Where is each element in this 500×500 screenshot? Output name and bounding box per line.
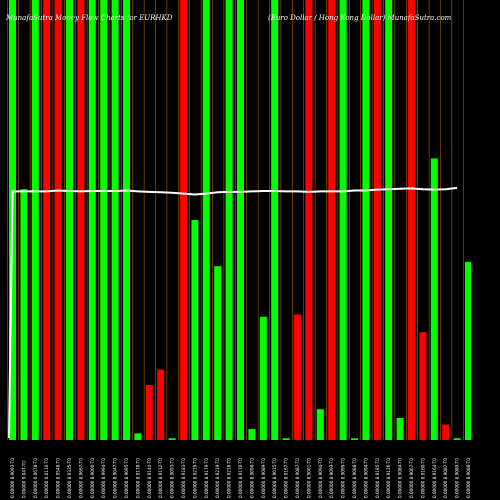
x-tick-label: 0.00000 8.9099-TO [341,457,346,498]
bar [237,0,244,440]
x-tick-label: 0.00000 8.9084-TO [398,457,403,498]
bar [31,0,39,440]
bar [248,429,256,440]
moving-average-line [8,186,458,439]
bar [351,438,358,440]
x-tick-label: 0.00000 8.9126-TO [386,457,391,498]
x-tick-label: 0.00000 8.9098-TO [249,457,254,498]
bar [294,314,301,440]
bar [225,0,233,440]
bar [54,0,62,440]
x-tick-label: 0.00000 8.9335-TO [67,457,72,498]
x-tick-label: 0.00000 8.9178-TO [135,457,140,498]
bar [88,0,96,440]
bar [214,266,222,440]
x-tick-label: 0.00000 8.9667-TO [78,457,83,498]
x-tick-label: 0.00000 8.9144-TO [147,457,152,498]
bar [134,433,142,440]
x-tick-label: 0.00000 8.9994-TO [101,457,106,498]
bar [157,369,165,440]
x-tick-label: 0.00000 0.0678-TO [33,457,38,498]
bar [465,261,471,440]
bar [453,438,461,440]
x-tick-label: 0.00000 8.9015-TO [272,457,277,498]
x-tick-label: 0.00000 8.9218-TO [227,457,232,498]
bar [430,158,438,440]
x-tick-label: 0.00000 8.9164-TO [432,457,437,498]
bar [339,0,347,440]
bar [419,332,427,440]
x-tick-label: 0.00000 8.9179-TO [204,457,209,498]
x-tick-label: 0.00000 8.9088-TO [352,457,357,498]
bar [202,0,210,440]
x-tick-label: 0.00000 8.9548-TO [56,457,61,498]
x-tick-label: 0.00000 0.0110-TO [44,457,49,498]
x-tick-label: 0.00000 8.9167-TO [284,457,289,498]
x-tick-label: 0.00000 8.9089-TO [261,457,266,498]
chart-title: MunafaSutra Money Flow Charts for EURHKD… [5,14,452,22]
bar [316,409,324,440]
gridlines [7,0,464,440]
bar [282,438,290,440]
x-tick-label: 0.00000 8.9112-TO [158,457,163,498]
bar [77,0,85,440]
bar [191,220,199,440]
x-tick-label: 0.00000 8.9170-TO [238,457,243,498]
x-tick-label: 0.00000 8.9000-TO [90,457,95,498]
x-tick-label: 0.00000 8.9094-TO [363,457,368,498]
bar [442,424,450,440]
bar [145,385,153,440]
x-tick-label: 0.00000 8.9093-TO [170,457,175,498]
bar [168,438,176,440]
moving-average [8,186,458,439]
bar [100,0,108,440]
x-tick-label: 0.00000 8.9160-TO [420,457,425,498]
x-tick-label: 0.00000 8.9095-TO [124,457,129,498]
bar [20,189,28,440]
x-tick-labels: 0.00000 8.9093-TO 0.00000 9.047-TO 0.00000… [10,457,471,498]
bar [111,0,119,440]
bar [180,0,187,440]
chart-title-left: MunafaSutra Money Flow Charts for EURHKD [5,14,173,22]
chart-title-right: (Euro Dollar / Hong Kong Dollar) MunafaS… [268,14,452,22]
x-tick-label: 0.00000 8.9183-TO [181,457,186,498]
x-tick-label: 0.00000 8.9088-TO [466,457,471,498]
bar [259,316,267,440]
x-tick-label: 0.00000 8.9089-TO [455,457,460,498]
x-tick-label: 0.00000 8.9047-TO [113,457,118,498]
x-tick-label: 0.00000 9.047-TO [21,460,26,498]
x-tick-label: 0.00000 8.9219-TO [192,457,197,498]
bar [43,0,51,440]
x-tick-label: 0.00000 8.9093-TO [10,457,15,498]
x-tick-label: 0.00000 8.9087-TO [443,457,448,498]
x-tick-label: 0.00000 8.9094-TO [318,457,323,498]
x-tick-label: 0.00000 8.9185-TO [375,457,380,498]
bar [328,0,336,440]
bar [271,0,279,440]
bar [385,0,393,440]
x-tick-label: 0.00000 8.9093-TO [329,457,334,498]
x-tick-label: 0.00000 8.9087-TO [295,457,300,498]
bar [408,0,415,440]
bar [396,418,404,440]
bar [66,0,73,440]
bar [373,0,381,440]
bar [305,0,313,440]
x-tick-label: 0.00000 8.9067-TO [409,457,414,498]
bar [362,0,370,440]
bars [9,0,471,440]
x-tick-label: 0.00000 8.9219-TO [215,457,220,498]
x-tick-label: 0.00000 8.9001-TO [306,457,311,498]
bar [123,0,130,440]
